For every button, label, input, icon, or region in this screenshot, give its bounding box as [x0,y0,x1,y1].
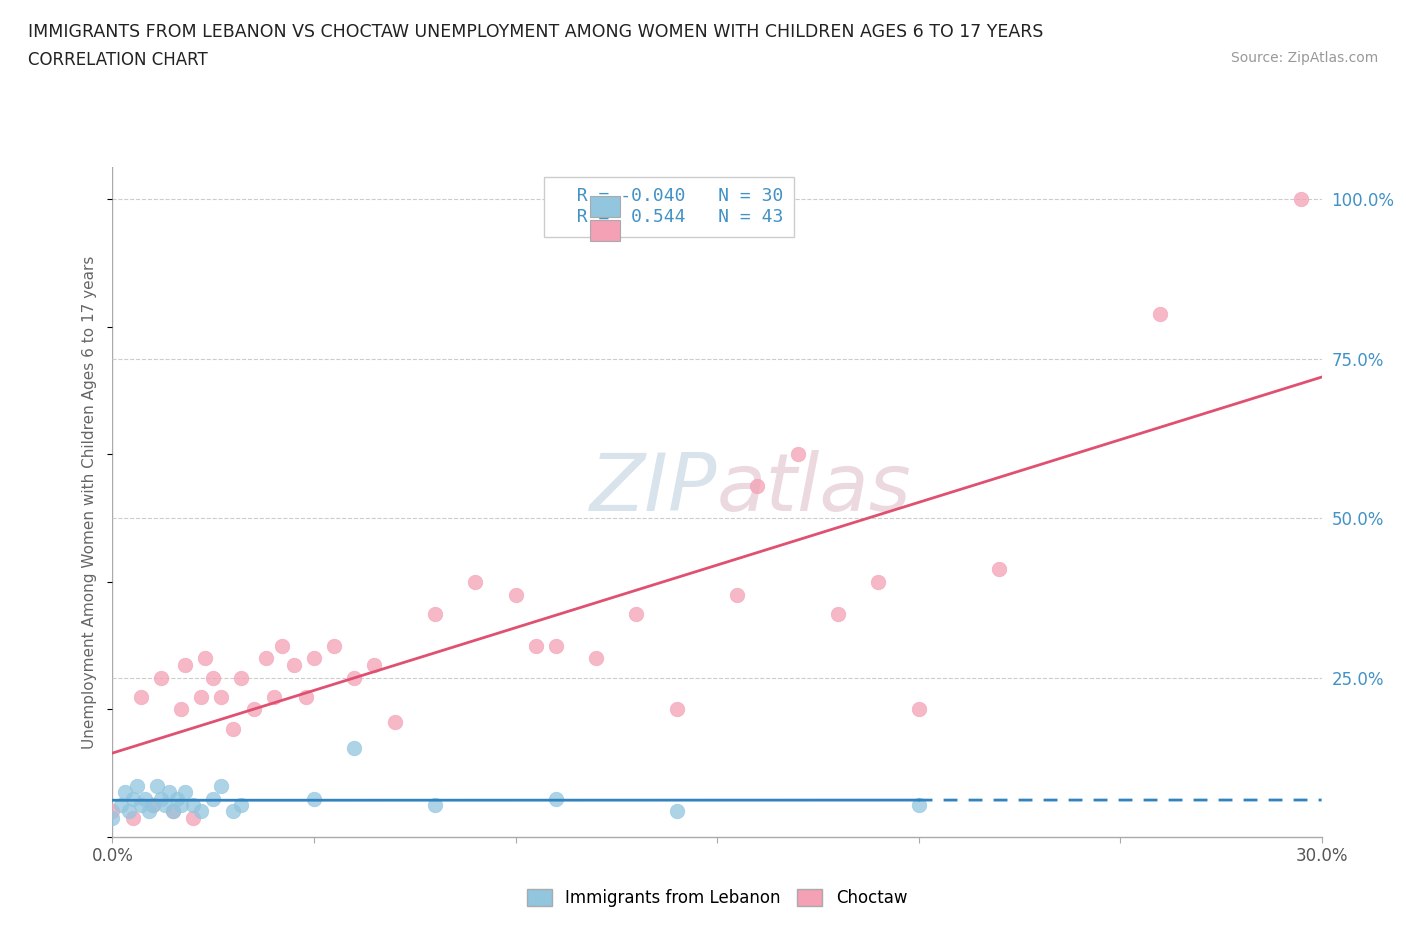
Point [170,798,193,813]
Point [153,798,176,813]
Text: R = -0.040   N = 30
  R =  0.544   N = 43: R = -0.040 N = 30 R = 0.544 N = 43 [554,188,783,226]
Point [190,804,212,819]
Point [174,785,197,800]
Bar [591,195,620,217]
Point [129,798,152,813]
Point [190,689,212,704]
Point [162,804,184,819]
Point [1291,192,1313,206]
Legend: Immigrants from Lebanon, Choctaw: Immigrants from Lebanon, Choctaw [519,881,915,916]
Point [302,651,325,666]
Point [302,791,325,806]
Point [988,562,1011,577]
Point [121,791,143,806]
Point [725,587,748,602]
Point [270,638,292,653]
Point [323,638,346,653]
Point [524,638,547,653]
Point [544,638,567,653]
Point [149,671,172,685]
Text: ZIP: ZIP [589,450,717,528]
Point [125,778,148,793]
Point [142,798,165,813]
Point [231,671,253,685]
Point [423,606,446,621]
Point [166,791,188,806]
Text: atlas: atlas [717,450,912,528]
Point [142,798,165,813]
Point [254,651,277,666]
Point [194,651,217,666]
Point [157,785,180,800]
Text: Source: ZipAtlas.com: Source: ZipAtlas.com [1230,51,1378,65]
Point [423,798,446,813]
Point [202,671,225,685]
Point [786,447,808,462]
Text: IMMIGRANTS FROM LEBANON VS CHOCTAW UNEMPLOYMENT AMONG WOMEN WITH CHILDREN AGES 6: IMMIGRANTS FROM LEBANON VS CHOCTAW UNEMP… [28,23,1043,41]
Point [464,575,486,590]
Point [827,606,849,621]
Point [114,785,136,800]
Point [343,740,366,755]
Point [263,689,285,704]
Point [110,798,132,813]
Point [202,791,225,806]
Point [343,671,366,685]
Point [626,606,648,621]
Point [129,689,152,704]
Point [146,778,169,793]
Point [101,804,124,819]
Point [242,702,264,717]
Point [907,702,929,717]
Point [747,479,769,494]
Point [162,804,184,819]
Point [174,658,197,672]
Point [121,810,143,825]
Text: CORRELATION CHART: CORRELATION CHART [28,51,208,69]
Point [209,689,232,704]
Point [283,658,305,672]
Point [295,689,318,704]
Point [101,810,124,825]
Point [222,721,245,736]
Point [544,791,567,806]
Point [868,575,890,590]
Point [231,798,253,813]
Bar [591,219,620,241]
Point [149,791,172,806]
Point [209,778,232,793]
Point [363,658,385,672]
Point [134,791,156,806]
Point [181,798,204,813]
Point [1149,307,1171,322]
Point [585,651,607,666]
Point [138,804,160,819]
Point [665,804,688,819]
Point [505,587,527,602]
Point [170,702,193,717]
Point [181,810,204,825]
Point [222,804,245,819]
Point [907,798,929,813]
Point [117,804,139,819]
Point [665,702,688,717]
Point [384,715,406,730]
Y-axis label: Unemployment Among Women with Children Ages 6 to 17 years: Unemployment Among Women with Children A… [82,256,97,749]
